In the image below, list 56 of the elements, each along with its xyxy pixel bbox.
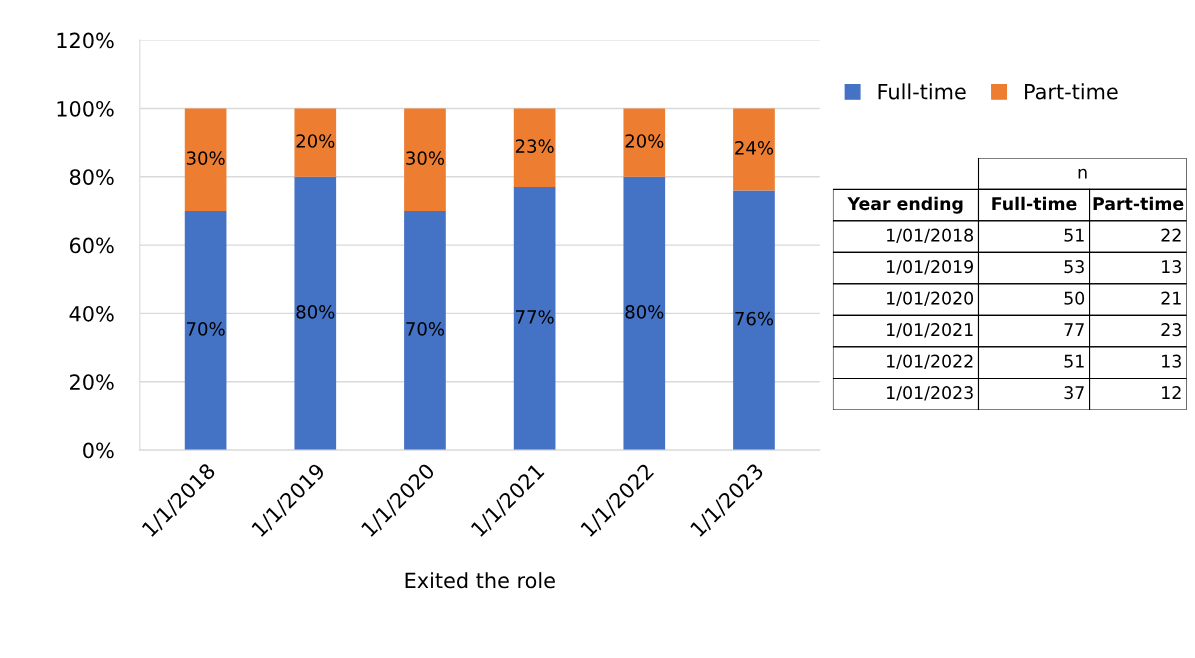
y-tick-label: 20% [70, 374, 114, 390]
data-label: 24% [735, 141, 774, 155]
text: Year ending [847, 196, 963, 214]
text: 12 [1162, 386, 1181, 399]
category-label: 1/01/2023 [887, 386, 973, 401]
y-tick-label: 100% [57, 100, 114, 117]
x-axis-title: Exited the role [405, 572, 555, 589]
bar [404, 108, 446, 211]
data-label: 20% [625, 134, 664, 148]
bar [513, 187, 556, 451]
data-label: 30% [406, 151, 445, 165]
text: 21 [1161, 291, 1181, 305]
data-label: 76% [735, 311, 774, 326]
legend-label: Full-time [878, 83, 966, 100]
text: n [1078, 168, 1087, 179]
category-label: Part-time [1093, 196, 1184, 211]
category-label: 1/01/2019 [887, 260, 973, 275]
bar [184, 210, 227, 451]
bar [294, 108, 337, 177]
data-label: 23% [515, 139, 554, 153]
category-label: 1/01/2018 [887, 228, 973, 244]
bar [294, 176, 337, 451]
bar [733, 190, 775, 451]
text: 23 [1161, 323, 1181, 337]
y-tick-label: 40% [69, 305, 114, 322]
category-label: Full-time [992, 196, 1077, 211]
data-label: 70% [406, 322, 445, 336]
bar [623, 108, 666, 177]
text: 51 [1064, 228, 1084, 242]
data-label: 80% [296, 305, 335, 319]
data-label: 70% [187, 322, 225, 336]
text: 13 [1162, 354, 1181, 368]
text: 50 [1064, 291, 1085, 305]
text: 22 [1161, 228, 1181, 242]
data-label: 80% [625, 305, 664, 319]
text: 37 [1064, 386, 1084, 400]
y-tick-label: 120% [57, 32, 114, 49]
legend-label: Part-time [1025, 83, 1118, 100]
text: 51 [1064, 354, 1084, 368]
y-tick-label: 80% [69, 169, 114, 185]
bar [623, 176, 666, 451]
text: 53 [1064, 260, 1084, 274]
text: 13 [1162, 260, 1181, 274]
data-label: 20% [296, 134, 335, 148]
category-label: 1/01/2022 [887, 354, 973, 370]
bar [733, 108, 775, 191]
data-label: 30% [186, 151, 225, 165]
text: 77 [1064, 323, 1084, 336]
category-label: 1/01/2021 [887, 323, 973, 338]
data-label: 77% [516, 310, 554, 324]
bar [513, 108, 556, 188]
bar [404, 210, 446, 451]
bar [184, 108, 227, 211]
y-tick-label: 0% [83, 442, 114, 459]
y-tick-label: 60% [69, 237, 114, 254]
category-label: 1/01/2020 [887, 291, 974, 307]
